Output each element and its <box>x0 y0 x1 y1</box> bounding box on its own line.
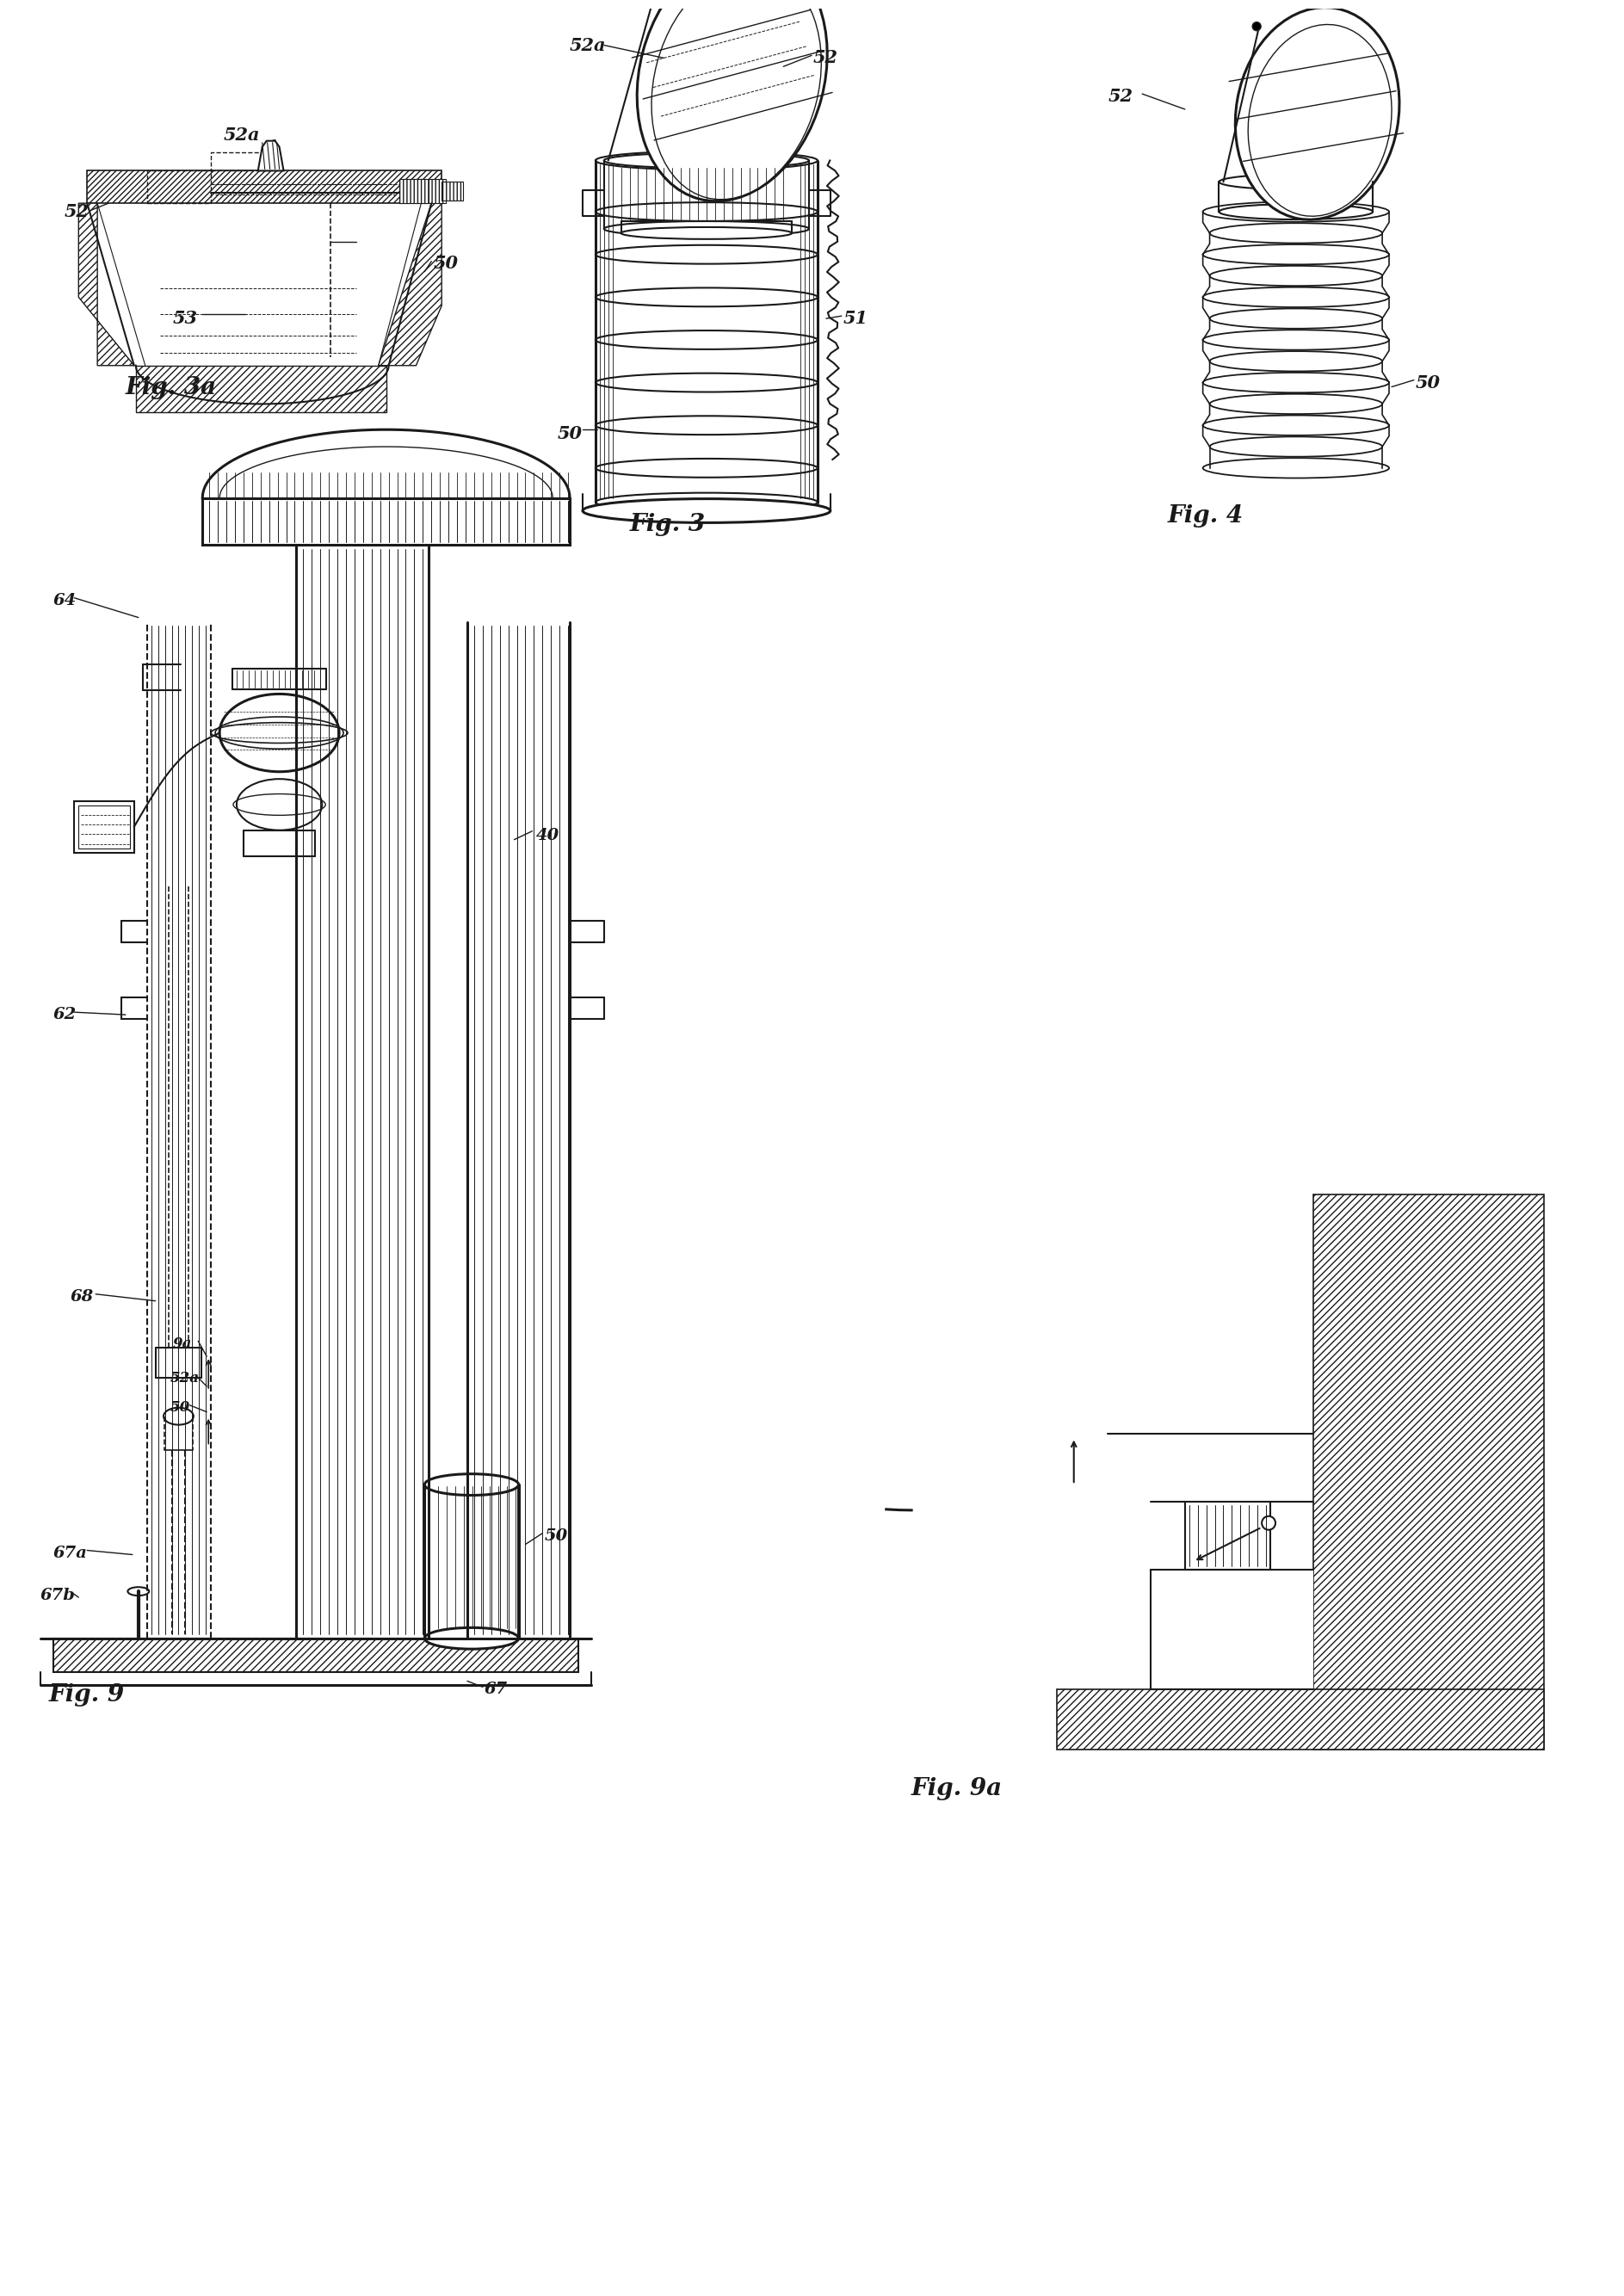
Bar <box>75 801 135 852</box>
Text: 52: 52 <box>814 51 838 67</box>
Ellipse shape <box>1210 395 1382 413</box>
Ellipse shape <box>1203 287 1389 308</box>
Bar <box>211 152 266 170</box>
Text: 50: 50 <box>1416 374 1440 390</box>
Bar <box>400 179 429 204</box>
Bar <box>146 170 211 204</box>
Text: 67: 67 <box>484 1683 508 1697</box>
Ellipse shape <box>1236 7 1400 220</box>
Ellipse shape <box>1203 243 1389 264</box>
Text: 50: 50 <box>544 1529 568 1543</box>
Ellipse shape <box>604 220 809 236</box>
Bar <box>88 170 442 204</box>
Bar <box>203 498 570 544</box>
Ellipse shape <box>620 227 793 239</box>
Ellipse shape <box>128 1587 149 1596</box>
Ellipse shape <box>1203 372 1389 393</box>
Ellipse shape <box>596 416 817 434</box>
Ellipse shape <box>596 287 817 308</box>
Bar <box>1186 1502 1270 1570</box>
Circle shape <box>1252 23 1260 30</box>
Text: 52a: 52a <box>171 1371 200 1384</box>
Circle shape <box>1262 1515 1275 1529</box>
Polygon shape <box>258 140 284 170</box>
Ellipse shape <box>604 154 809 168</box>
Text: 50: 50 <box>171 1401 190 1414</box>
Text: 62: 62 <box>54 1008 76 1022</box>
Ellipse shape <box>596 202 817 220</box>
Ellipse shape <box>596 246 817 264</box>
Ellipse shape <box>1203 202 1389 223</box>
Ellipse shape <box>424 1474 518 1495</box>
Ellipse shape <box>1220 174 1372 191</box>
Ellipse shape <box>219 693 339 771</box>
Bar <box>1314 1194 1544 1750</box>
Ellipse shape <box>596 459 817 478</box>
Bar <box>442 181 463 200</box>
Ellipse shape <box>164 1407 193 1426</box>
Ellipse shape <box>1210 266 1382 287</box>
Ellipse shape <box>1203 416 1389 436</box>
Text: Fig. 3: Fig. 3 <box>630 512 705 537</box>
Text: 50: 50 <box>434 255 458 271</box>
Ellipse shape <box>237 778 322 831</box>
Text: 52: 52 <box>63 202 89 220</box>
Bar <box>54 1639 578 1671</box>
Text: 40: 40 <box>536 827 559 843</box>
Ellipse shape <box>1210 223 1382 243</box>
Polygon shape <box>78 204 135 365</box>
Bar <box>78 806 130 847</box>
Text: 52a: 52a <box>570 37 606 53</box>
Text: 68: 68 <box>70 1288 94 1304</box>
Ellipse shape <box>1249 25 1392 216</box>
Text: Fig. 9a: Fig. 9a <box>911 1777 1004 1800</box>
Ellipse shape <box>596 494 817 512</box>
Ellipse shape <box>1210 436 1382 457</box>
Text: 52a: 52a <box>224 126 260 142</box>
Text: 64: 64 <box>54 592 76 608</box>
Text: 9a: 9a <box>172 1336 192 1350</box>
Ellipse shape <box>1210 308 1382 328</box>
Ellipse shape <box>1220 204 1372 220</box>
Text: Fig. 3a: Fig. 3a <box>125 377 218 400</box>
Bar <box>136 365 387 413</box>
Text: 53: 53 <box>172 310 198 326</box>
Ellipse shape <box>596 374 817 393</box>
Text: 52: 52 <box>1108 87 1134 106</box>
Ellipse shape <box>1203 331 1389 349</box>
Text: 51: 51 <box>843 310 869 326</box>
Ellipse shape <box>637 0 827 202</box>
Ellipse shape <box>1203 457 1389 478</box>
Ellipse shape <box>596 331 817 349</box>
Bar <box>400 179 447 204</box>
Ellipse shape <box>1210 351 1382 372</box>
Bar <box>1057 1690 1544 1750</box>
Polygon shape <box>378 204 442 365</box>
Text: Fig. 9: Fig. 9 <box>49 1683 125 1706</box>
Ellipse shape <box>424 1628 518 1649</box>
Ellipse shape <box>651 0 822 200</box>
Text: Fig. 4: Fig. 4 <box>1168 505 1244 528</box>
Bar <box>1151 1570 1314 1690</box>
Text: 67b: 67b <box>41 1589 75 1603</box>
Ellipse shape <box>596 152 817 170</box>
Text: 67a: 67a <box>54 1545 88 1561</box>
Ellipse shape <box>583 498 830 523</box>
Text: 50: 50 <box>557 425 581 443</box>
